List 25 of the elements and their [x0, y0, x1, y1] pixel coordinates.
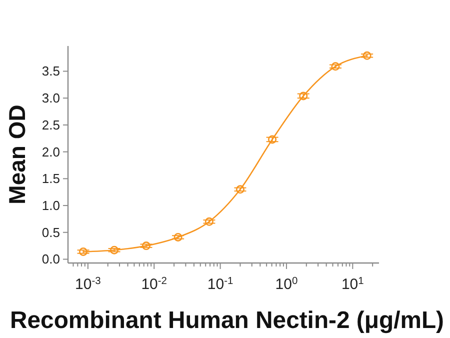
- x-tick-label: 10$^{-1}$: [207, 276, 234, 293]
- point: [362, 51, 372, 60]
- y-tick-label: 2.5: [42, 117, 60, 132]
- x-axis-title: Recombinant Human Nectin-2 (μg/mL): [10, 307, 446, 334]
- x-tick-label: 10$^{-3}$: [75, 276, 102, 293]
- y-tick-label: 0.0: [42, 252, 60, 267]
- x-tick-label: 10$^{1}$: [341, 276, 364, 293]
- point: [110, 246, 119, 254]
- y-axis-title: Mean OD: [4, 104, 30, 204]
- y-tick-label: 1.5: [42, 171, 60, 186]
- y-tick-label: 1.0: [42, 198, 60, 214]
- point: [299, 92, 308, 100]
- y-tick-label: 0.5: [42, 224, 60, 240]
- point: [142, 242, 150, 250]
- point: [331, 62, 340, 71]
- x-tick-label: 10$^{0}$: [275, 276, 298, 293]
- point: [204, 217, 214, 226]
- point: [236, 185, 244, 194]
- y-tick-label: 2.0: [42, 144, 60, 160]
- point: [79, 247, 88, 256]
- y-tick-label: 3.0: [42, 90, 60, 106]
- point: [174, 232, 182, 242]
- point: [268, 135, 277, 144]
- y-tick-label: 3.5: [42, 64, 60, 79]
- x-tick-label: 10$^{-2}$: [141, 276, 168, 293]
